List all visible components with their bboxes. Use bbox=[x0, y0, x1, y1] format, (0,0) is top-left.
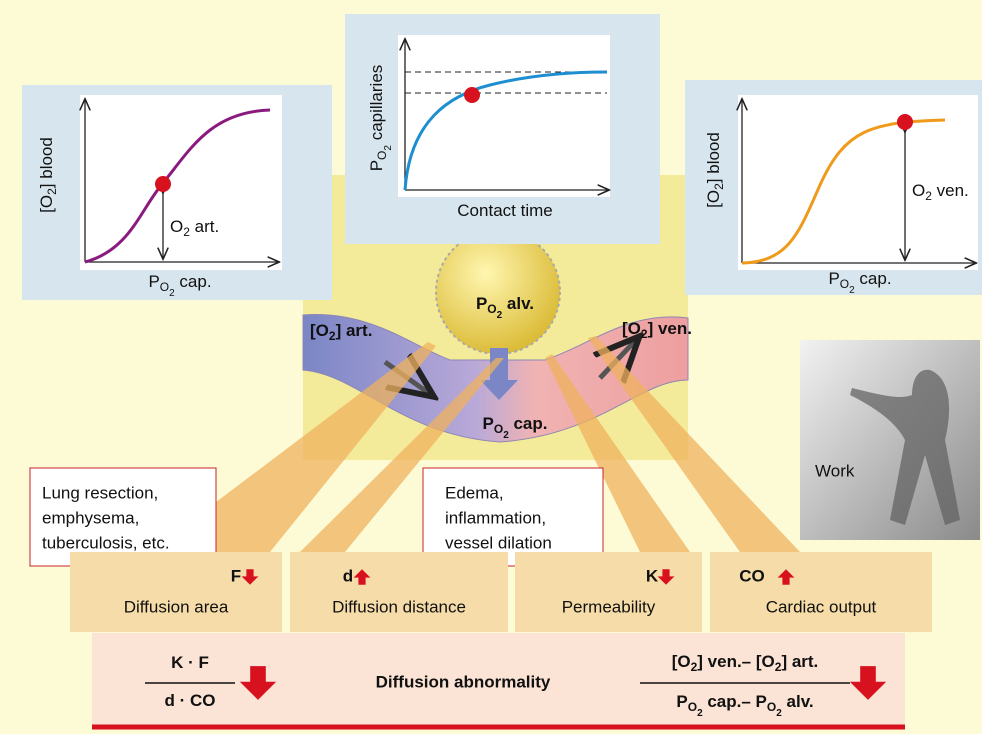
factor-box bbox=[515, 552, 702, 632]
alveolus bbox=[436, 230, 560, 354]
label-part: ] art. bbox=[336, 321, 373, 340]
label-part: O bbox=[767, 700, 776, 714]
label: emphysema, bbox=[42, 508, 139, 527]
label-part: [O bbox=[704, 190, 723, 208]
factor-name: Cardiac output bbox=[766, 597, 877, 616]
factor-name: Diffusion distance bbox=[332, 597, 466, 616]
label: Work bbox=[815, 461, 855, 480]
factor-symbol: d bbox=[343, 566, 353, 585]
factor-name: Diffusion area bbox=[124, 597, 229, 616]
label-part: O bbox=[170, 217, 183, 236]
label: tuberculosis, etc. bbox=[42, 533, 170, 552]
label: K · F bbox=[171, 653, 209, 672]
label-part: P bbox=[148, 272, 159, 291]
point bbox=[464, 87, 480, 103]
label-part: art. bbox=[190, 217, 219, 236]
label: O2 ven. bbox=[912, 181, 969, 203]
label-part: capillaries bbox=[367, 65, 386, 145]
factor-symbol: CO bbox=[739, 566, 765, 585]
label-part: P bbox=[476, 294, 487, 313]
label-part: d · CO bbox=[165, 691, 216, 710]
factor-symbol: F bbox=[231, 566, 241, 585]
label-part: [O bbox=[310, 321, 329, 340]
label: inflammation, bbox=[445, 508, 546, 527]
label-part: O bbox=[487, 302, 496, 316]
point bbox=[897, 114, 913, 130]
label-part: [O bbox=[622, 319, 641, 338]
label-part: ven. bbox=[932, 181, 969, 200]
label-part: O bbox=[688, 700, 697, 714]
plot-area bbox=[398, 35, 610, 197]
label-part: O bbox=[375, 151, 389, 160]
label: Contact time bbox=[457, 201, 552, 220]
label-part: alv. bbox=[782, 692, 814, 711]
label: [O2] art. bbox=[310, 321, 372, 343]
label-part: P bbox=[367, 160, 386, 171]
label-part: Contact time bbox=[457, 201, 552, 220]
diagram: [O2] bloodPO2 cap.O2 art.PO2 capillaries… bbox=[0, 0, 982, 734]
label-part: alv. bbox=[502, 294, 534, 313]
label: Edema, bbox=[445, 483, 504, 502]
factor-name: Permeability bbox=[562, 597, 656, 616]
label: Lung resection, bbox=[42, 483, 158, 502]
label-part: K · F bbox=[171, 653, 209, 672]
label-part: P bbox=[828, 269, 839, 288]
label: [O2] ven. bbox=[622, 319, 692, 341]
label-part: cap. bbox=[855, 269, 892, 288]
label-part: cap. bbox=[175, 272, 212, 291]
plot-area bbox=[80, 95, 282, 270]
label-part: ] art. bbox=[781, 652, 818, 671]
label-part: O bbox=[912, 181, 925, 200]
label-part: O bbox=[160, 280, 169, 294]
label-part: cap.– P bbox=[703, 692, 767, 711]
label: [O2] blood bbox=[37, 137, 59, 213]
label-part: P bbox=[483, 414, 494, 433]
label-part: O bbox=[494, 422, 503, 436]
label: O2 art. bbox=[170, 217, 219, 239]
label-part: [O bbox=[672, 652, 691, 671]
factor-box bbox=[290, 552, 508, 632]
label: vessel dilation bbox=[445, 533, 552, 552]
summary-title: Diffusion abnormality bbox=[376, 672, 551, 691]
label-part: O bbox=[840, 277, 849, 291]
factor-box bbox=[70, 552, 282, 632]
factor-symbol: K bbox=[646, 566, 659, 585]
label-part: [O bbox=[37, 195, 56, 213]
label-part: ] ven.– [O bbox=[697, 652, 774, 671]
label-part: ] ven. bbox=[648, 319, 692, 338]
label: d · CO bbox=[165, 691, 216, 710]
label-part: ] blood bbox=[704, 132, 723, 183]
label-part: ] blood bbox=[37, 137, 56, 188]
factor-box bbox=[710, 552, 932, 632]
label-part: cap. bbox=[509, 414, 548, 433]
label-part: P bbox=[676, 692, 687, 711]
point bbox=[155, 176, 171, 192]
label: [O2] blood bbox=[704, 132, 726, 208]
